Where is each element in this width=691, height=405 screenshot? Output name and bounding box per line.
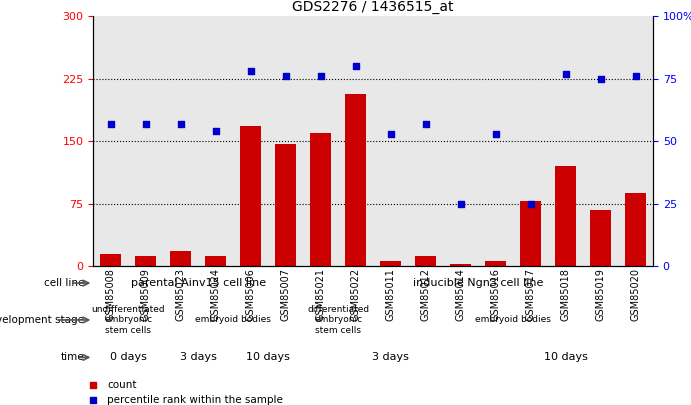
- Text: 3 days: 3 days: [180, 352, 217, 362]
- Point: [280, 73, 291, 79]
- Point: [210, 128, 221, 134]
- Title: GDS2276 / 1436515_at: GDS2276 / 1436515_at: [292, 0, 454, 14]
- Text: embryoid bodies: embryoid bodies: [196, 315, 271, 324]
- Text: inducible Ngn3 cell line: inducible Ngn3 cell line: [413, 278, 543, 288]
- Point: [490, 130, 501, 137]
- Bar: [520, 201, 541, 266]
- Bar: [590, 210, 611, 266]
- Text: time: time: [60, 352, 84, 362]
- Bar: [485, 261, 506, 266]
- Bar: [555, 166, 576, 266]
- Text: embryoid bodies: embryoid bodies: [475, 315, 551, 324]
- Bar: [100, 254, 122, 266]
- Point: [630, 73, 641, 79]
- Point: [315, 73, 326, 79]
- Bar: [625, 193, 646, 266]
- Bar: [346, 94, 366, 266]
- Text: cell line: cell line: [44, 278, 84, 288]
- Point: [368, 207, 379, 213]
- Bar: [275, 144, 296, 266]
- Bar: [205, 256, 226, 266]
- Text: development stage: development stage: [0, 315, 84, 325]
- Point: [525, 201, 536, 207]
- Point: [105, 121, 116, 127]
- Bar: [415, 256, 436, 266]
- Bar: [170, 252, 191, 266]
- Point: [176, 121, 187, 127]
- Text: 10 days: 10 days: [246, 352, 290, 362]
- Text: parental Ainv15 cell line: parental Ainv15 cell line: [131, 278, 266, 288]
- Bar: [310, 133, 331, 266]
- Text: 0 days: 0 days: [110, 352, 146, 362]
- Bar: [135, 256, 156, 266]
- Point: [420, 121, 431, 127]
- Text: percentile rank within the sample: percentile rank within the sample: [107, 395, 283, 405]
- Point: [245, 68, 256, 75]
- Point: [385, 130, 396, 137]
- Point: [595, 75, 606, 82]
- Bar: [240, 126, 261, 266]
- Text: 10 days: 10 days: [544, 352, 587, 362]
- Point: [350, 63, 361, 70]
- Text: undifferentiated
embryonic
stem cells: undifferentiated embryonic stem cells: [91, 305, 165, 335]
- Text: 3 days: 3 days: [372, 352, 409, 362]
- Point: [455, 201, 466, 207]
- Bar: [450, 264, 471, 266]
- Point: [560, 70, 571, 77]
- Text: differentiated
embryonic
stem cells: differentiated embryonic stem cells: [307, 305, 369, 335]
- Point: [368, 345, 379, 352]
- Bar: [380, 261, 401, 266]
- Text: count: count: [107, 380, 137, 390]
- Point: [140, 121, 151, 127]
